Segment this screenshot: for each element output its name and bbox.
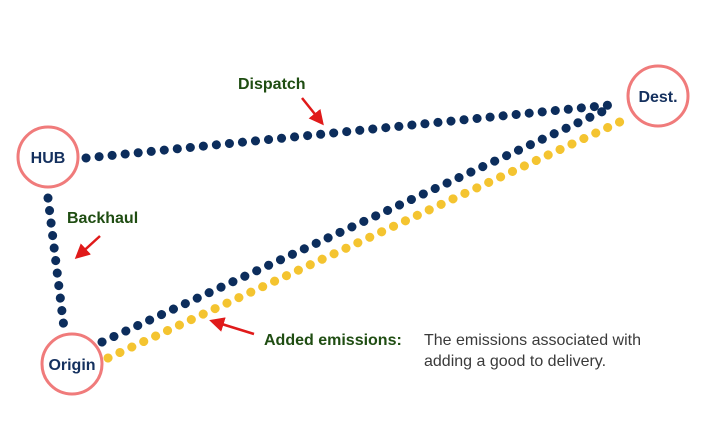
- origin-node: Origin: [40, 332, 104, 396]
- dest-label: Dest.: [638, 89, 677, 106]
- added-emissions-route: [103, 115, 629, 363]
- backhaul-route: [43, 193, 69, 333]
- added-emissions-arrow: [209, 317, 255, 336]
- origin-label: Origin: [48, 357, 95, 374]
- added-emissions-label: Added emissions:: [264, 332, 402, 349]
- emissions-description-line2: adding a good to delivery.: [424, 353, 606, 370]
- hub-circle: [16, 125, 80, 189]
- dest-circle: [626, 64, 690, 128]
- hub-label: HUB: [31, 150, 66, 167]
- dispatch-arrow: [301, 97, 324, 126]
- routes: [43, 99, 629, 363]
- hub-node: HUB: [16, 125, 80, 189]
- dest-node: Dest.: [626, 64, 690, 128]
- dispatch-route: [81, 99, 625, 163]
- dispatch-label: Dispatch: [238, 76, 306, 93]
- emissions-description-line1: The emissions associated with: [424, 332, 641, 349]
- origin-circle: [40, 332, 104, 396]
- backhaul-label: Backhaul: [67, 210, 138, 227]
- backhaul-arrow: [74, 235, 101, 260]
- direct-delivery-route: [97, 103, 615, 347]
